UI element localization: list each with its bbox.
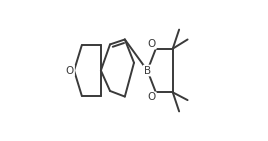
Text: O: O [148, 39, 156, 49]
Text: B: B [144, 66, 151, 75]
Text: O: O [66, 66, 74, 75]
Text: O: O [148, 92, 156, 102]
